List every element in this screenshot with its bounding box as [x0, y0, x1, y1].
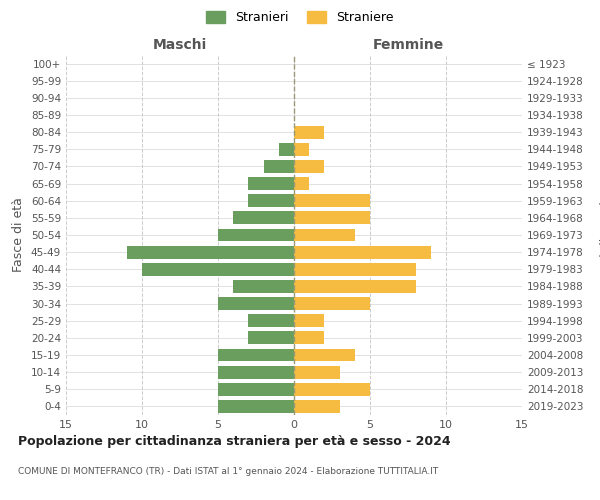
Bar [294, 332, 325, 344]
Bar [294, 177, 309, 190]
Bar [142, 263, 294, 276]
Bar [294, 194, 370, 207]
Bar [248, 332, 294, 344]
Bar [218, 228, 294, 241]
Text: Popolazione per cittadinanza straniera per età e sesso - 2024: Popolazione per cittadinanza straniera p… [18, 435, 451, 448]
Bar [233, 212, 294, 224]
Bar [218, 297, 294, 310]
Bar [218, 348, 294, 362]
Bar [294, 314, 325, 327]
Bar [248, 194, 294, 207]
Bar [294, 246, 431, 258]
Bar [294, 348, 355, 362]
Bar [248, 177, 294, 190]
Y-axis label: Fasce di età: Fasce di età [13, 198, 25, 272]
Bar [294, 263, 416, 276]
Bar [294, 400, 340, 413]
Text: COMUNE DI MONTEFRANCO (TR) - Dati ISTAT al 1° gennaio 2024 - Elaborazione TUTTIT: COMUNE DI MONTEFRANCO (TR) - Dati ISTAT … [18, 468, 438, 476]
Bar [294, 126, 325, 138]
Bar [218, 400, 294, 413]
Bar [294, 366, 340, 378]
Bar [127, 246, 294, 258]
Bar [218, 366, 294, 378]
Bar [294, 212, 370, 224]
Bar [294, 143, 309, 156]
Text: Femmine: Femmine [373, 38, 443, 52]
Bar [248, 314, 294, 327]
Bar [279, 143, 294, 156]
Bar [294, 228, 355, 241]
Bar [294, 160, 325, 173]
Bar [294, 297, 370, 310]
Bar [263, 160, 294, 173]
Bar [294, 383, 370, 396]
Bar [294, 280, 416, 293]
Text: Maschi: Maschi [153, 38, 207, 52]
Legend: Stranieri, Straniere: Stranieri, Straniere [202, 6, 398, 29]
Bar [233, 280, 294, 293]
Bar [218, 383, 294, 396]
